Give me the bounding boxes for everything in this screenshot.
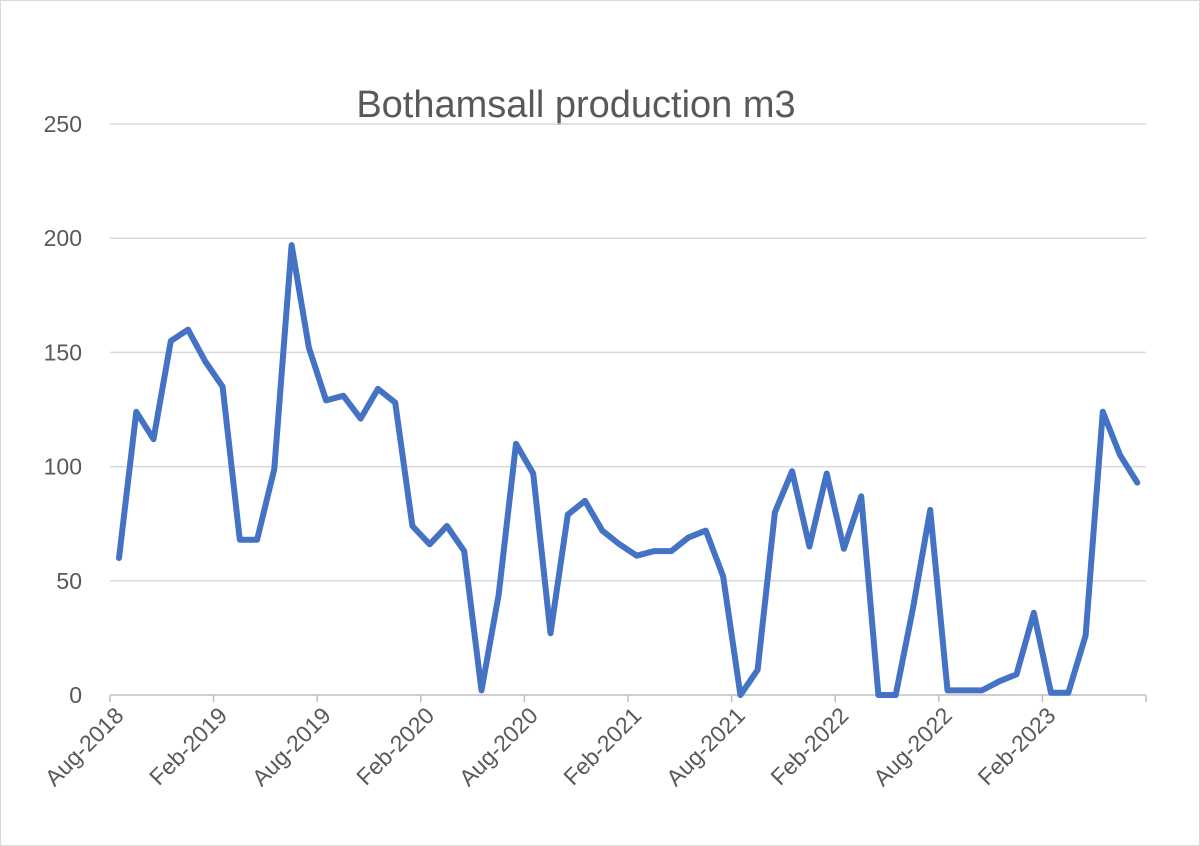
data-point (617, 541, 623, 547)
data-point (962, 687, 968, 693)
data-point (496, 592, 502, 598)
data-point (133, 409, 139, 415)
data-point (185, 327, 191, 333)
x-tick-label: Feb-2021 (558, 702, 646, 790)
data-point (686, 534, 692, 540)
x-tick-label: Feb-2023 (973, 702, 1061, 790)
data-point (444, 523, 450, 529)
data-point (789, 468, 795, 474)
data-point (254, 537, 260, 543)
data-point (1117, 452, 1123, 458)
data-point (220, 384, 226, 390)
data-point (565, 512, 571, 518)
data-point (651, 548, 657, 554)
data-point (237, 537, 243, 543)
y-tick-label: 150 (44, 339, 82, 365)
y-tick-label: 0 (69, 682, 82, 708)
x-tick-label: Aug-2021 (661, 702, 750, 791)
data-point (875, 692, 881, 698)
data-point (271, 466, 277, 472)
data-point (478, 687, 484, 693)
data-point (979, 687, 985, 693)
data-point (530, 470, 536, 476)
y-axis-tick-labels: 0 50 100 150 200 250 (44, 111, 82, 708)
data-point (427, 541, 433, 547)
y-tick-label: 50 (56, 568, 82, 594)
series-layer (116, 242, 1141, 698)
data-point (409, 523, 415, 529)
data-point (737, 692, 743, 698)
data-point (893, 692, 899, 698)
data-point (996, 678, 1002, 684)
data-point (755, 667, 761, 673)
x-tick-label: Feb-2019 (144, 702, 232, 790)
y-tick-label: 250 (44, 111, 82, 137)
data-point (323, 397, 329, 403)
data-point (1048, 690, 1054, 696)
x-tick-label: Aug-2018 (40, 702, 129, 791)
data-point (151, 436, 157, 442)
series-line (116, 242, 1141, 698)
data-point (375, 386, 381, 392)
data-point (927, 507, 933, 513)
data-point (634, 553, 640, 559)
y-tick-label: 100 (44, 454, 82, 480)
data-point (1100, 409, 1106, 415)
data-point (1134, 480, 1140, 486)
data-point (703, 528, 709, 534)
chart-title: Bothamsall production m3 (356, 84, 795, 126)
data-point (1065, 690, 1071, 696)
data-point (202, 359, 208, 365)
x-tick-label: Aug-2019 (247, 702, 336, 791)
data-point (289, 242, 295, 248)
x-tick-label: Aug-2022 (868, 702, 957, 791)
data-point (806, 544, 812, 550)
data-point (513, 441, 519, 447)
data-point (910, 605, 916, 611)
x-axis-tick-labels: Aug-2018 Feb-2019 Aug-2019 Feb-2020 Aug-2020… (40, 702, 1061, 791)
data-point (392, 400, 398, 406)
data-point (668, 548, 674, 554)
data-point (944, 687, 950, 693)
x-tick-label: Feb-2020 (351, 702, 439, 790)
x-tick-label: Aug-2020 (454, 702, 543, 791)
data-point (306, 345, 312, 351)
x-tick-label: Feb-2022 (765, 702, 853, 790)
data-point (720, 573, 726, 579)
data-point (168, 338, 174, 344)
data-point (548, 630, 553, 636)
data-point (1031, 610, 1037, 616)
y-tick-label: 200 (44, 225, 82, 251)
data-point (116, 555, 122, 561)
data-point (1083, 633, 1089, 639)
data-point (340, 393, 346, 399)
data-point (841, 546, 847, 552)
x-axis (109, 694, 1147, 702)
data-point (1014, 671, 1020, 677)
data-point (582, 498, 588, 504)
data-point (599, 528, 605, 534)
data-point (824, 470, 830, 476)
data-point (461, 548, 467, 554)
data-point (358, 416, 364, 422)
data-point (858, 493, 864, 499)
data-point (772, 509, 778, 515)
